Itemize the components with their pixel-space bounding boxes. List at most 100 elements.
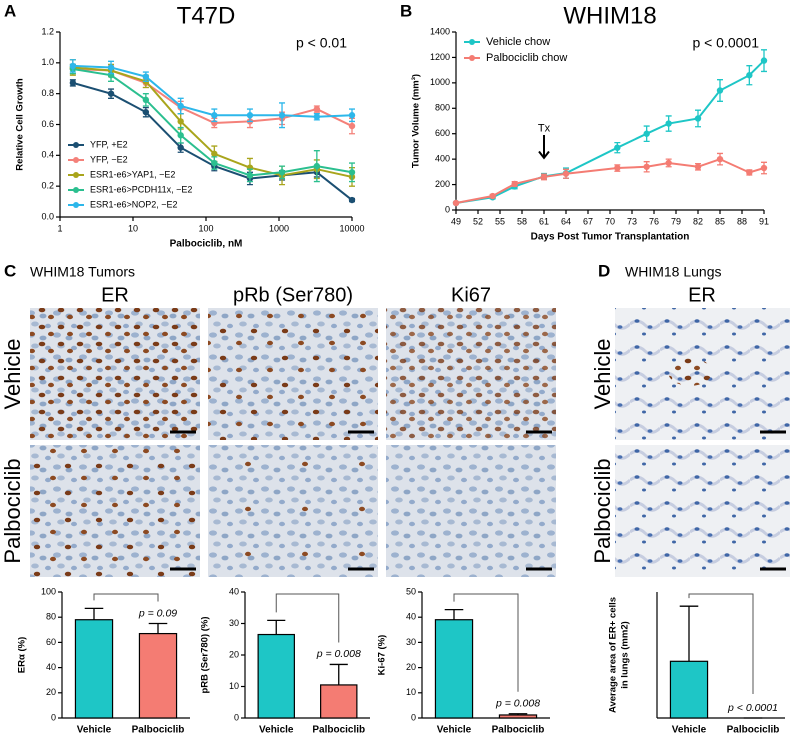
point <box>452 199 460 207</box>
stain <box>30 308 200 440</box>
bracket <box>453 593 519 692</box>
point <box>348 169 356 176</box>
bar <box>498 714 538 719</box>
line <box>455 59 765 204</box>
point <box>665 159 672 167</box>
x-axis-label: Palbociclib, nM <box>170 239 243 250</box>
legend-label: Palbociclib chow <box>486 52 567 64</box>
y-tick-label: 1.2 <box>41 26 54 36</box>
point <box>246 112 254 119</box>
y-tick-label: 0 <box>51 712 56 722</box>
annotation: p < 0.0001 <box>727 702 778 714</box>
x-tick-label: Vehicle <box>259 725 294 736</box>
y-tick-label: 1000 <box>430 77 450 87</box>
x-tick-label: Vehicle <box>437 725 472 736</box>
y-tick-label: 60 <box>46 637 56 647</box>
legend-marker <box>73 187 79 193</box>
error-bar <box>84 607 104 620</box>
y-tick-label: 1400 <box>430 26 450 36</box>
chart-title: WHIM18 <box>563 2 656 29</box>
y-axis-label: in lungs (mm2) <box>620 621 631 689</box>
point <box>540 173 548 181</box>
point <box>348 122 356 130</box>
x-tick-label: 100 <box>198 223 213 233</box>
x-tick-label: 82 <box>693 216 703 226</box>
x-tick-label: Palbociclib <box>492 725 545 736</box>
point <box>177 144 184 151</box>
y-tick-label: 800 <box>435 103 450 113</box>
legend-label: YFP, +E2 <box>90 139 128 149</box>
point <box>511 180 518 188</box>
legend-marker <box>73 202 79 208</box>
point <box>665 120 672 127</box>
panel-label: B <box>400 1 412 20</box>
point <box>348 112 356 119</box>
point <box>278 112 286 119</box>
y-tick-label: 50 <box>406 586 416 596</box>
point <box>107 90 115 97</box>
stain <box>208 445 378 577</box>
bracket <box>688 593 754 694</box>
row-label: Vehicle <box>0 339 25 410</box>
point <box>177 102 184 110</box>
x-tick-label: 91 <box>759 216 769 226</box>
y-tick-label: 30 <box>229 618 239 628</box>
x-tick-label: 52 <box>473 216 483 226</box>
arrow <box>538 134 550 160</box>
x-axis-label: Days Post Tumor Transplantation <box>531 232 690 243</box>
bar <box>138 632 178 719</box>
column-title: pRb (Ser780) <box>233 284 353 306</box>
legend-marker <box>469 39 475 45</box>
point <box>760 164 768 172</box>
legend-label: ESR1-e6>YAP1, −E2 <box>90 169 175 179</box>
panel-label: D <box>598 261 610 280</box>
arrow-label: Tx <box>538 123 551 135</box>
point <box>614 164 621 172</box>
row-label: Palbociclib <box>0 458 25 563</box>
bar <box>434 619 474 719</box>
y-axis-label: pRB (Ser780) (%) <box>200 616 211 693</box>
bar <box>320 684 358 719</box>
x-tick-label: 10000 <box>339 223 364 233</box>
image <box>615 445 790 577</box>
line <box>455 158 765 204</box>
y-tick-label: 20 <box>229 649 239 659</box>
legend-marker <box>469 55 475 61</box>
point <box>760 57 768 64</box>
y-tick-label: 20 <box>46 687 56 697</box>
x-tick-label: 10 <box>128 223 138 233</box>
x-tick-label: 88 <box>737 216 747 226</box>
y-tick-label: 0 <box>234 712 239 722</box>
x-tick-label: 61 <box>539 216 549 226</box>
point <box>643 130 650 137</box>
annotation: p = 0.008 <box>495 697 540 709</box>
y-tick-label: 0.6 <box>41 119 54 129</box>
error-bar <box>148 622 168 634</box>
y-axis-label: Tumor Volume (mm³) <box>411 74 422 168</box>
y-tick-label: 100 <box>41 586 56 596</box>
x-tick-label: Palbociclib <box>132 725 185 736</box>
point <box>177 132 184 139</box>
y-tick-label: 0.4 <box>41 150 54 160</box>
y-tick-label: 0.2 <box>41 181 54 191</box>
point <box>716 155 724 163</box>
legend-label: YFP, −E2 <box>90 154 128 164</box>
x-tick-label: 70 <box>605 216 615 226</box>
bar <box>74 619 114 719</box>
y-tick-label: 1200 <box>430 52 450 62</box>
point <box>69 79 77 87</box>
y-axis-label: Average area of ER+ cells <box>608 597 619 713</box>
y-tick-label: 10 <box>406 687 416 697</box>
panel-label: A <box>4 1 16 20</box>
y-tick-label: 200 <box>435 179 450 189</box>
annotation: p = 0.09 <box>138 607 177 619</box>
point <box>211 112 218 119</box>
y-tick-label: 40 <box>406 612 416 622</box>
bar <box>257 633 295 719</box>
legend-label: Vehicle chow <box>486 36 550 48</box>
bar <box>669 660 709 719</box>
point <box>177 118 184 125</box>
point <box>211 150 218 157</box>
error-bar <box>679 605 699 662</box>
